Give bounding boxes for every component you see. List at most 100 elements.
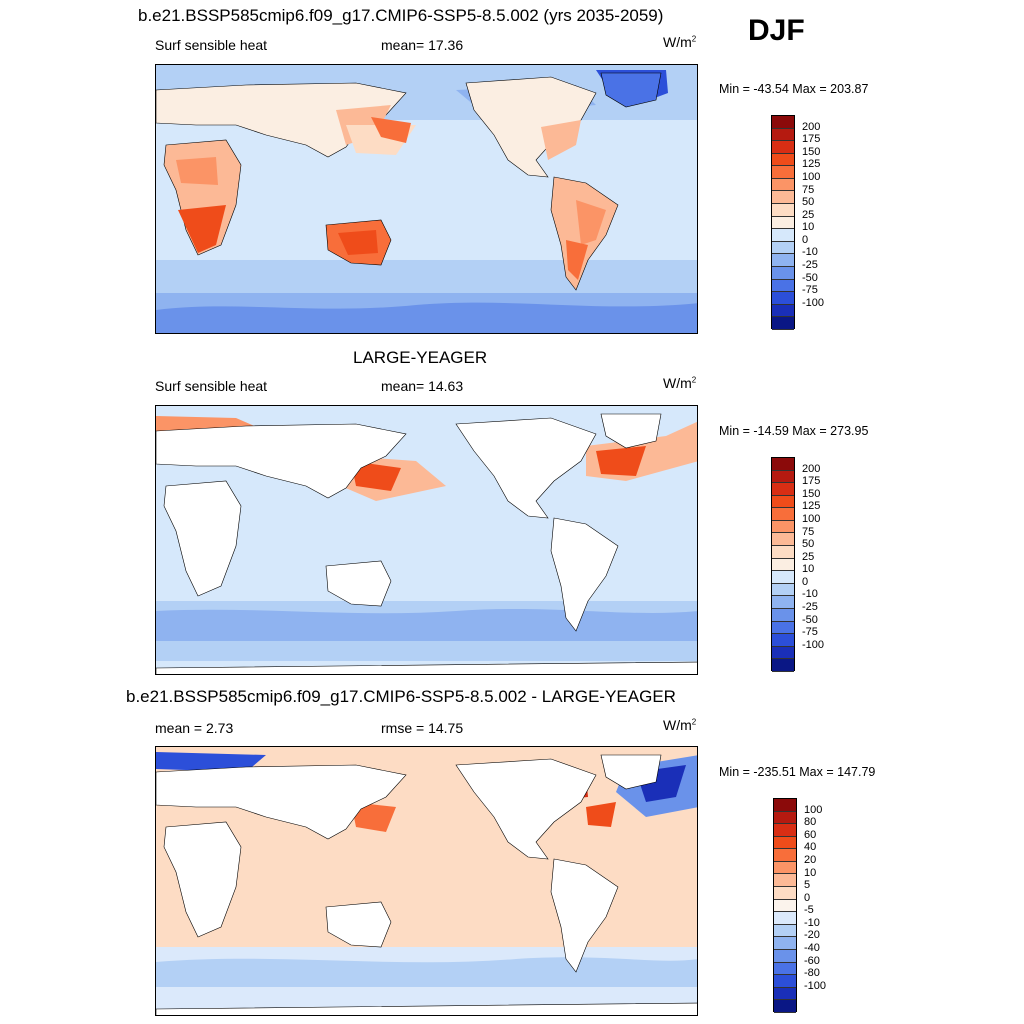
colorbar-tick-label: 150 xyxy=(802,487,821,500)
colorbar-tick-label: -10 xyxy=(802,246,818,259)
colorbar-box xyxy=(772,153,794,167)
colorbar-tick-label: -10 xyxy=(804,916,820,929)
colorbar-box xyxy=(772,241,794,255)
colorbar-tick-label: -100 xyxy=(804,979,827,992)
colorbar-box xyxy=(772,279,794,293)
colorbar-box xyxy=(774,912,796,925)
colorbar-box xyxy=(774,836,796,850)
panel-1-units: W/m2 xyxy=(663,34,697,50)
panel-1-colorbar xyxy=(771,115,795,330)
colorbar-tick-label: 75 xyxy=(802,183,815,196)
colorbar-tick-label: 60 xyxy=(804,828,817,841)
colorbar-tick-label: 40 xyxy=(804,841,817,854)
panel-2-colorbar xyxy=(771,457,795,672)
colorbar-tick-label: -20 xyxy=(804,929,820,942)
colorbar-tick-label: 0 xyxy=(802,233,809,246)
colorbar-box xyxy=(772,659,794,672)
colorbar-tick-label: -60 xyxy=(804,954,820,967)
colorbar-tick-label: 25 xyxy=(802,550,815,563)
panel-2-map xyxy=(155,405,698,675)
colorbar-box xyxy=(772,608,794,622)
panel-1-minmax: Min = -43.54 Max = 203.87 xyxy=(719,82,869,96)
colorbar-tick-label: -50 xyxy=(802,271,818,284)
colorbar-tick-label: 175 xyxy=(802,133,821,146)
colorbar-tick-label: 10 xyxy=(802,221,815,234)
colorbar-tick-label: 0 xyxy=(802,575,809,588)
colorbar-tick-label: 25 xyxy=(802,208,815,221)
panel-3-mean-label: mean = 2.73 xyxy=(155,720,234,736)
colorbar-box xyxy=(774,962,796,976)
panel-3-rmse-label: rmse = 14.75 xyxy=(381,720,464,736)
colorbar-box xyxy=(772,292,794,305)
colorbar-tick-label: -40 xyxy=(804,942,820,955)
colorbar-tick-label: -75 xyxy=(802,284,818,297)
colorbar-box xyxy=(772,470,794,484)
panel-3-map xyxy=(155,746,698,1016)
panel-1-title: b.e21.BSSP585cmip6.f09_g17.CMIP6-SSP5-8.… xyxy=(138,6,664,25)
panel-3-title: b.e21.BSSP585cmip6.f09_g17.CMIP6-SSP5-8.… xyxy=(126,687,676,706)
colorbar-tick-label: 5 xyxy=(804,879,811,892)
colorbar-tick-label: 80 xyxy=(804,816,817,829)
colorbar-tick-label: 100 xyxy=(802,170,821,183)
colorbar-box xyxy=(772,634,794,647)
colorbar-tick-label: 50 xyxy=(802,538,815,551)
colorbar-box xyxy=(772,495,794,509)
colorbar-tick-label: -80 xyxy=(804,967,820,980)
colorbar-box xyxy=(772,266,794,280)
colorbar-box xyxy=(772,508,794,521)
colorbar-box xyxy=(774,849,796,862)
colorbar-tick-label: -100 xyxy=(802,296,825,309)
colorbar-box xyxy=(774,975,796,988)
colorbar-box xyxy=(772,141,794,154)
colorbar-box xyxy=(772,191,794,205)
colorbar-tick-label: 50 xyxy=(802,196,815,209)
colorbar-box xyxy=(772,216,794,230)
panel-3-units: W/m2 xyxy=(663,717,697,733)
colorbar-box xyxy=(774,987,796,1001)
colorbar-box xyxy=(772,583,794,597)
colorbar-box xyxy=(774,824,796,837)
colorbar-box xyxy=(772,596,794,609)
panel-3-minmax: Min = -235.51 Max = 147.79 xyxy=(719,765,876,779)
panel-2-minmax: Min = -14.59 Max = 273.95 xyxy=(719,424,869,438)
colorbar-box xyxy=(772,558,794,572)
colorbar-box xyxy=(774,937,796,950)
colorbar-tick-label: -25 xyxy=(802,601,818,614)
colorbar-box xyxy=(772,458,794,471)
colorbar-tick-label: -10 xyxy=(802,588,818,601)
colorbar-box xyxy=(772,520,794,534)
panel-3-colorbar xyxy=(773,798,797,1013)
colorbar-tick-label: 100 xyxy=(804,803,823,816)
panel-2-title: LARGE-YEAGER xyxy=(353,348,488,367)
colorbar-box xyxy=(772,229,794,242)
colorbar-tick-label: 100 xyxy=(802,512,821,525)
colorbar-box xyxy=(774,811,796,825)
colorbar-tick-label: -75 xyxy=(802,626,818,639)
panel-1-mean-label: mean= 17.36 xyxy=(381,37,464,53)
panel-2-mean-label: mean= 14.63 xyxy=(381,378,464,394)
colorbar-box xyxy=(774,861,796,875)
colorbar-box xyxy=(774,1000,796,1013)
colorbar-box xyxy=(774,887,796,900)
colorbar-tick-label: 20 xyxy=(804,853,817,866)
panel-1-map xyxy=(155,64,698,334)
colorbar-box xyxy=(774,799,796,812)
colorbar-box xyxy=(772,571,794,584)
colorbar-tick-label: -50 xyxy=(802,613,818,626)
colorbar-tick-label: 200 xyxy=(802,462,821,475)
colorbar-box xyxy=(772,204,794,217)
colorbar-tick-label: 150 xyxy=(802,145,821,158)
colorbar-box xyxy=(772,483,794,496)
colorbar-box xyxy=(772,128,794,142)
colorbar-box xyxy=(772,621,794,635)
colorbar-box xyxy=(774,899,796,913)
colorbar-box xyxy=(772,254,794,267)
colorbar-box xyxy=(772,317,794,330)
colorbar-box xyxy=(772,116,794,129)
colorbar-box xyxy=(774,924,796,938)
colorbar-tick-label: 175 xyxy=(802,475,821,488)
colorbar-tick-label: 10 xyxy=(804,866,817,879)
colorbar-tick-label: 10 xyxy=(802,563,815,576)
colorbar-tick-label: 75 xyxy=(802,525,815,538)
colorbar-box xyxy=(772,546,794,559)
